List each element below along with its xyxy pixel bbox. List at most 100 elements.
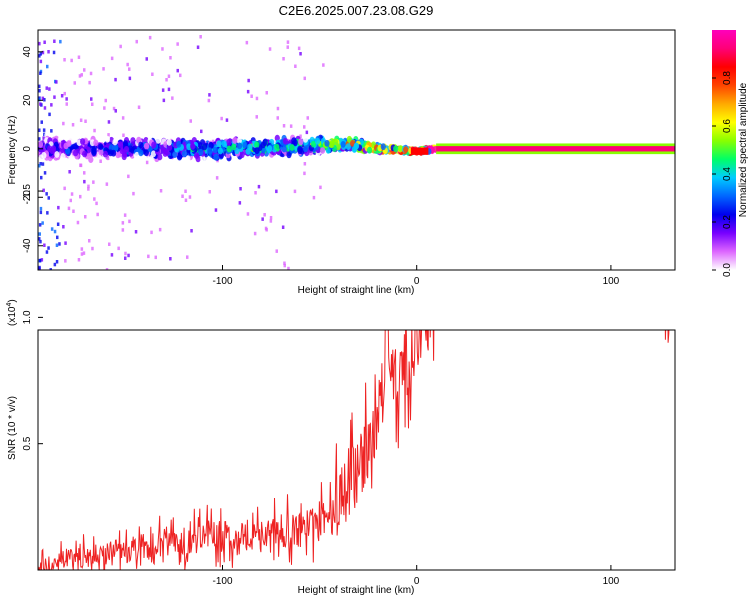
spectrogram-speckle [50,227,54,231]
spectrogram-speckle [145,57,148,61]
spectrogram-cell [226,145,232,153]
spectrogram-cell [254,141,260,149]
spectrogram-cell [236,137,242,145]
spectrogram-speckle [289,124,293,128]
snr-scale-prefix: (x10 [7,306,18,326]
snr-ylabel: SNR (10 * v/v) [7,396,18,460]
spectrogram-cell [254,147,260,155]
spectrogram-speckle [265,91,268,95]
spectrogram-speckle [112,106,116,111]
spectrogram-speckle [38,137,41,141]
spectrogram-cell [166,138,172,146]
spectrogram-cell [367,146,373,154]
spectrogram-speckle [83,179,86,184]
spectrogram-speckle [42,136,45,140]
spectrogram-speckle [128,76,132,81]
spectrogram-speckle [257,184,261,189]
spectrogram-speckle [126,62,129,67]
spectrogram-speckle [38,237,41,241]
spectrogram-speckle [92,180,95,184]
spectrogram-speckle [63,186,66,191]
spectrogram-speckle [286,40,290,44]
spectrogram-speckle [52,50,56,55]
spectrogram-speckle [208,93,211,97]
spectrogram-marks [38,35,675,270]
spectrogram-speckle [159,189,163,193]
spectrogram-speckle [275,249,278,253]
spectrogram-cell [216,140,222,148]
snr-y-tick-label: 1.0 [22,310,33,324]
colorbar-tick-label: 0.0 [722,263,733,277]
colorbar-tick-label: 0.8 [722,71,733,85]
spectrogram-speckle [42,128,46,132]
spectrogram-speckle [306,116,309,120]
spectrogram-cell [194,152,200,160]
spectrogram-cell [91,146,97,154]
spectrogram-speckle [43,40,46,44]
spectrogram-speckle [283,263,286,268]
spectrogram-cell [245,148,251,155]
spectrogram-cell [397,145,404,152]
spectrogram-speckle [89,71,93,76]
spectrogram-cell [63,142,69,150]
spectrogram-speckle [48,112,51,117]
spectrogram-cell [65,147,71,155]
spectrogram-speckle [43,106,47,110]
spectrogram-speckle [269,216,273,220]
spectrogram-cell [346,135,352,143]
spectrogram-cell [242,141,248,149]
spectrogram-speckle [83,68,86,72]
spectrogram-speckle [88,239,91,243]
spectrogram-speckle [43,171,47,175]
spectrogram-speckle [70,192,74,196]
spectrogram-cell [208,142,214,150]
spectrogram-speckle [39,206,43,211]
spectrogram-cell [185,155,191,163]
spectrogram-speckle [297,46,301,51]
spectrogram-speckle [39,71,42,75]
spectrogram-speckle [38,41,41,46]
snr-series-line [38,330,670,570]
spectrogram-speckle [134,230,138,234]
spectrogram-speckle [246,89,250,94]
colorbar-tick-label: 0.4 [722,167,733,181]
spectrogram-speckle [71,123,75,127]
spectrogram-speckle [40,258,44,262]
spectrogram-speckle [303,162,307,166]
spectrogram-cell [231,143,237,151]
spectrogram-speckle [47,246,50,250]
spectrogram-speckle [49,268,52,270]
spectrogram-speckle [303,76,306,81]
spectrogram-speckle [276,106,280,111]
spectrogram-cell [93,139,99,147]
spectrogram-speckle [53,95,56,99]
spectrogram-speckle [62,121,65,126]
spectrogram-speckle [276,116,279,120]
spectrogram-speckle [43,132,46,137]
spectrogram-cell [157,153,163,161]
spectrogram-speckle [45,192,48,196]
spectrogram-cell [289,144,295,151]
spectrogram-speckle [121,221,125,225]
spectrogram-speckle [293,189,297,194]
spectrogram-cell [190,142,196,150]
spectrogram-speckle [80,252,84,256]
spectrogram-cell [143,149,149,157]
spectrogram-cell [167,144,173,151]
spectrogram-speckle [171,96,174,100]
spectrogram-speckle [41,221,44,225]
spectrogram-speckle [38,258,42,263]
spectrogram-cell [181,150,187,158]
spectrogram-speckle [76,220,80,225]
snr-y-ticks: 0.5 1.0 1.5 [22,184,43,451]
spectrogram-cell [303,145,309,153]
colorbar-label: Normalized spectral amplitude [738,82,749,217]
spectrogram-cell [58,133,65,141]
spectrogram-cell [237,142,243,150]
spectrogram-speckle [39,52,42,56]
spectrogram-ylabel: Frequency (Hz) [7,116,18,185]
spectrogram-cell [297,145,303,153]
spectrogram-cell [176,140,182,148]
spectrogram-speckle [286,45,289,49]
spectrogram-speckle [246,212,250,216]
